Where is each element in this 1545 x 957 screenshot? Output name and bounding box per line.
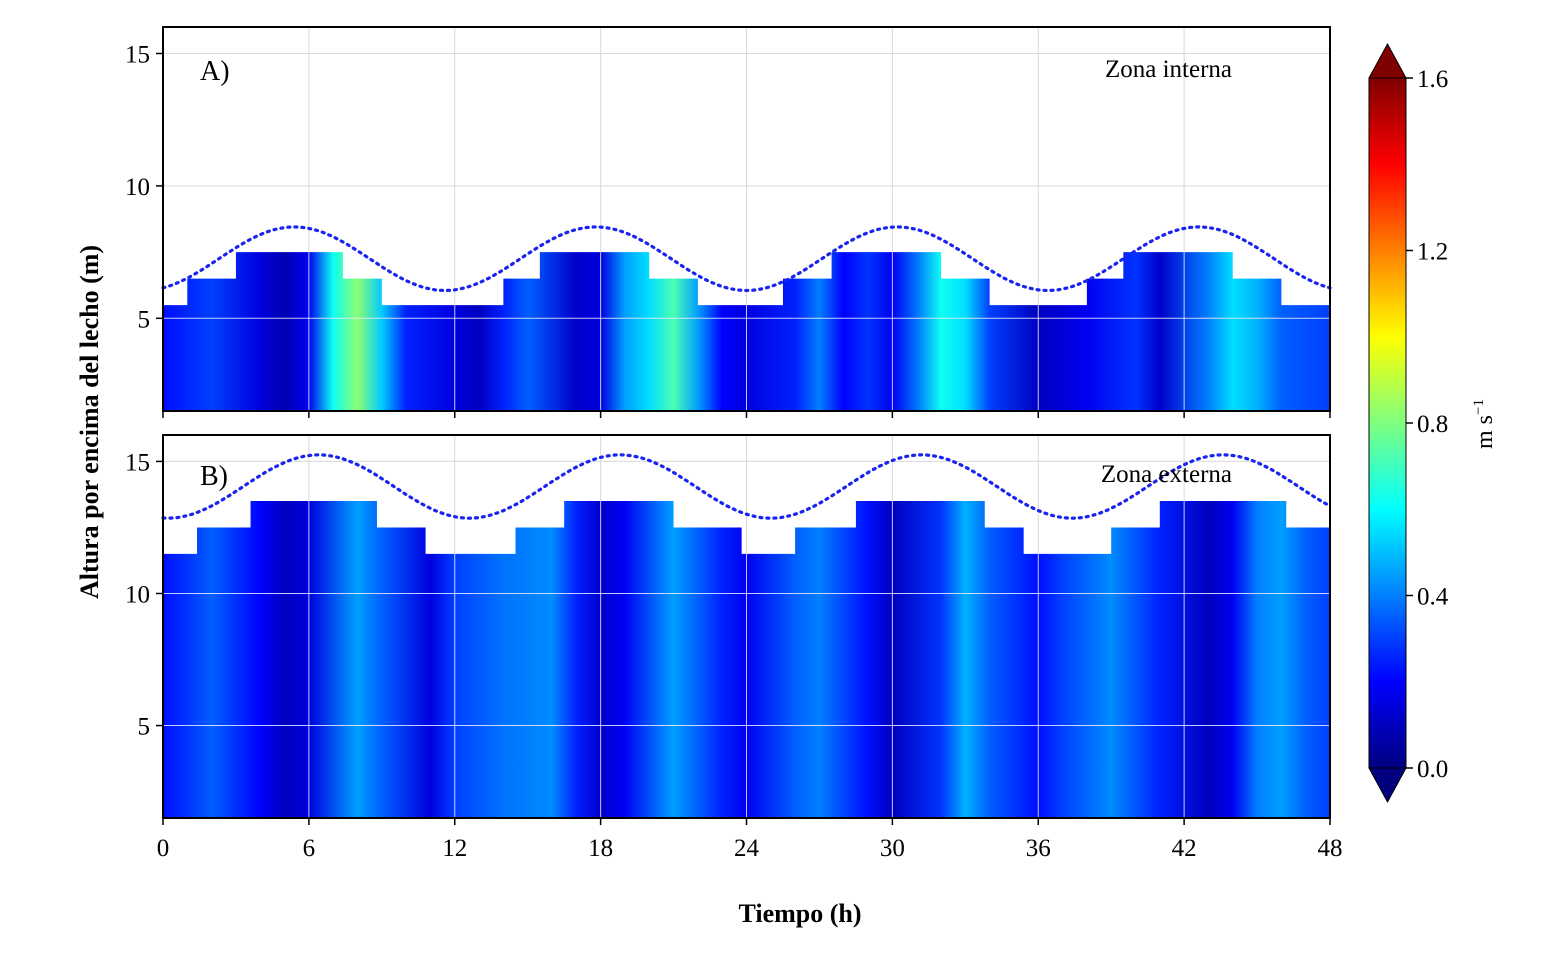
colorbar-ticks: 0.0 0.4 0.8 1.2 1.6 — [1406, 66, 1449, 783]
colorbar: 0.0 0.4 0.8 1.2 1.6 m s−1 — [1368, 42, 1498, 804]
x-tick-label: 18 — [588, 835, 613, 862]
panel-a-x-ticks — [162, 411, 1331, 418]
x-tick-label: 48 — [1318, 835, 1343, 862]
panel-b-grid-overlay — [163, 501, 1330, 818]
y-axis-title: Altura por encima del lecho (m) — [75, 245, 104, 599]
x-tick-label: 6 — [303, 835, 316, 862]
x-tick-label: 36 — [1026, 835, 1051, 862]
panel-a-label: A) — [200, 56, 230, 87]
colorbar-tick-label: 1.2 — [1417, 239, 1448, 266]
panel-b-y-ticks: 5 10 15 — [125, 449, 163, 741]
y-tick-label: 10 — [125, 174, 150, 201]
panel-b-zone-label: Zona externa — [1101, 461, 1232, 488]
colorbar-tick-label: 1.6 — [1417, 66, 1448, 93]
colorbar-gradient — [1368, 77, 1407, 769]
x-tick-label: 30 — [880, 835, 905, 862]
colorbar-tick-label: 0.8 — [1417, 411, 1448, 438]
panel-a-water-level-line — [161, 225, 1332, 293]
panel-b-x-ticks: 0 6 12 18 24 30 36 42 48 — [157, 818, 1343, 862]
panel-a-zone-label: Zona interna — [1105, 56, 1232, 83]
colorbar-tick-label: 0.4 — [1417, 584, 1449, 611]
panel-a-grid-overlay — [163, 252, 1330, 411]
panel-a: 5 10 15 A) Zona interna — [125, 26, 1332, 418]
x-tick-label: 24 — [734, 835, 760, 862]
x-tick-label: 0 — [157, 835, 170, 862]
x-axis-title: Tiempo (h) — [738, 899, 861, 928]
y-tick-label: 10 — [125, 581, 150, 608]
panel-a-y-ticks: 5 10 15 — [125, 41, 163, 333]
y-tick-label: 5 — [138, 306, 151, 333]
colorbar-tick-label: 0.0 — [1417, 756, 1448, 783]
colorbar-title: m s−1 — [1471, 399, 1498, 449]
colorbar-extend-min — [1368, 767, 1407, 804]
x-tick-label: 12 — [442, 835, 467, 862]
y-tick-label: 15 — [125, 41, 150, 68]
y-tick-label: 5 — [138, 714, 151, 741]
panel-b-label: B) — [200, 461, 228, 492]
colorbar-extend-max — [1368, 42, 1407, 79]
panel-b-water-level-line — [161, 453, 1332, 520]
x-tick-label: 42 — [1172, 835, 1197, 862]
y-tick-label: 15 — [125, 449, 150, 476]
panel-b: 5 10 15 0 6 12 18 24 30 36 42 48 B) Zona externa — [125, 434, 1343, 862]
